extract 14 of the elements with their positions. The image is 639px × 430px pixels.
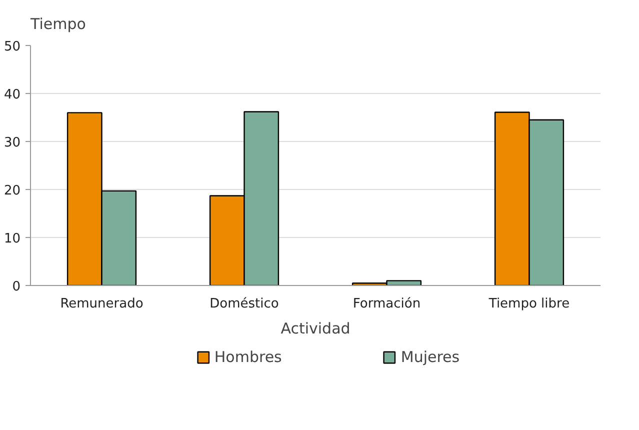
x-axis-title: Actividad — [280, 320, 350, 338]
x-tick-label: Remunerado — [60, 296, 144, 312]
x-tick-label: Tiempo libre — [488, 296, 570, 312]
y-axis-title: Tiempo — [30, 15, 86, 33]
y-tick-label: 50 — [4, 40, 21, 54]
y-tick-label: 20 — [4, 184, 21, 198]
y-tick-label: 30 — [4, 136, 21, 150]
y-tick-label: 40 — [4, 88, 21, 102]
x-tick-label: Formación — [352, 296, 421, 312]
legend-label: Mujeres — [400, 348, 460, 366]
x-tick-label: Doméstico — [210, 296, 279, 312]
legend-label: Hombres — [214, 348, 282, 366]
y-tick-label: 10 — [4, 232, 21, 246]
y-tick-label: 0 — [12, 280, 21, 294]
